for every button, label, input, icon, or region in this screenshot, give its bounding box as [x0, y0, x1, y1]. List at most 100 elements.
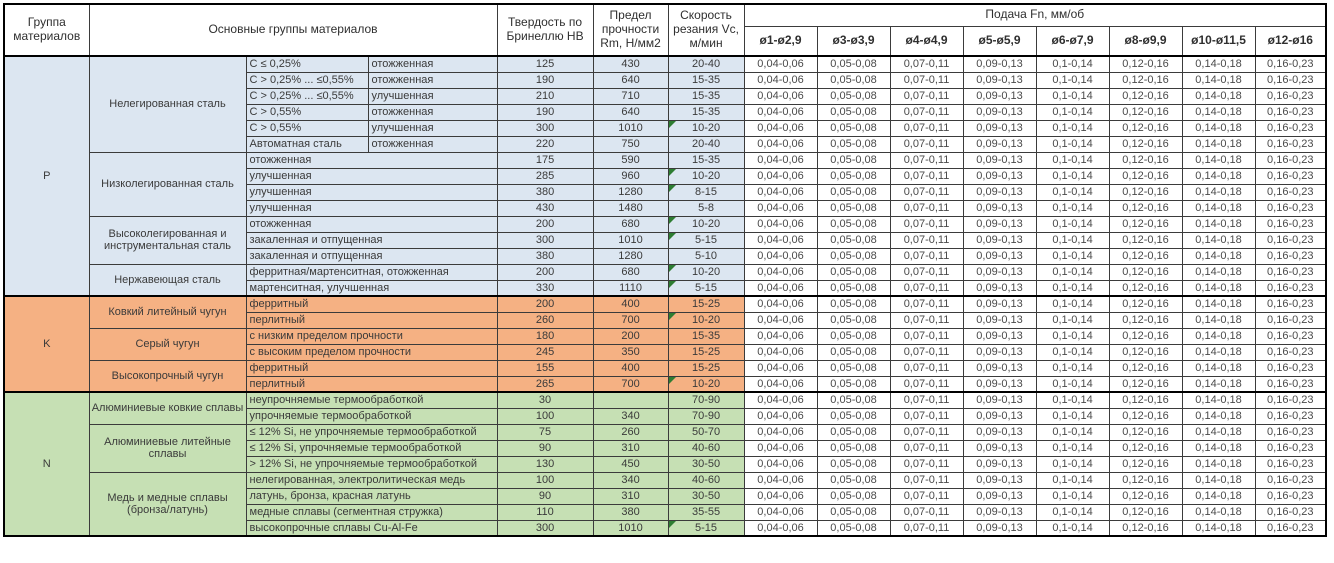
- hardness-cell[interactable]: 30: [496, 391, 594, 409]
- feed-cell[interactable]: 0,14-0,18: [1181, 215, 1256, 233]
- feed-cell[interactable]: 0,09-0,13: [962, 199, 1037, 217]
- feed-cell[interactable]: 0,07-0,11: [889, 343, 964, 361]
- feed-cell[interactable]: 0,05-0,08: [816, 519, 891, 537]
- feed-cell[interactable]: 0,07-0,11: [889, 503, 964, 521]
- feed-cell[interactable]: 0,14-0,18: [1181, 199, 1256, 217]
- feed-cell[interactable]: 0,04-0,06: [743, 295, 818, 313]
- hardness-cell[interactable]: 190: [496, 71, 594, 89]
- material-cell[interactable]: ферритная/мартенситная, отожженная: [245, 263, 498, 281]
- feed-cell[interactable]: 0,07-0,11: [889, 439, 964, 457]
- feed-cell[interactable]: 0,16-0,23: [1254, 183, 1327, 201]
- feed-cell[interactable]: 0,05-0,08: [816, 311, 891, 329]
- feed-cell[interactable]: 0,09-0,13: [962, 231, 1037, 249]
- feed-cell[interactable]: 0,12-0,16: [1108, 327, 1183, 345]
- feed-cell[interactable]: 0,16-0,23: [1254, 87, 1327, 105]
- feed-cell[interactable]: 0,07-0,11: [889, 199, 964, 217]
- speed-cell[interactable]: 15-35: [667, 71, 745, 89]
- feed-cell[interactable]: 0,07-0,11: [889, 247, 964, 265]
- feed-cell[interactable]: 0,07-0,11: [889, 423, 964, 441]
- strength-cell[interactable]: 680: [592, 215, 669, 233]
- feed-cell[interactable]: 0,05-0,08: [816, 103, 891, 121]
- feed-cell[interactable]: 0,09-0,13: [962, 247, 1037, 265]
- speed-cell[interactable]: 20-40: [667, 55, 745, 73]
- feed-cell[interactable]: 0,16-0,23: [1254, 519, 1327, 537]
- feed-cell[interactable]: 0,14-0,18: [1181, 135, 1256, 153]
- hardness-cell[interactable]: 300: [496, 119, 594, 137]
- feed-cell[interactable]: 0,16-0,23: [1254, 55, 1327, 73]
- strength-cell[interactable]: 1110: [592, 279, 669, 297]
- feed-cell[interactable]: 0,05-0,08: [816, 375, 891, 393]
- feed-cell[interactable]: 0,16-0,23: [1254, 391, 1327, 409]
- material-state-cell[interactable]: отожженная: [367, 135, 498, 153]
- strength-cell[interactable]: 640: [592, 71, 669, 89]
- speed-cell[interactable]: 10-20: [667, 375, 745, 393]
- strength-cell[interactable]: 1010: [592, 119, 669, 137]
- feed-cell[interactable]: 0,09-0,13: [962, 359, 1037, 377]
- material-cell[interactable]: латунь, бронза, красная латунь: [245, 487, 498, 505]
- feed-cell[interactable]: 0,14-0,18: [1181, 407, 1256, 425]
- material-cell[interactable]: закаленная и отпущенная: [245, 231, 498, 249]
- feed-cell[interactable]: 0,14-0,18: [1181, 87, 1256, 105]
- feed-cell[interactable]: 0,09-0,13: [962, 519, 1037, 537]
- feed-cell[interactable]: 0,14-0,18: [1181, 343, 1256, 361]
- feed-cell[interactable]: 0,16-0,23: [1254, 471, 1327, 489]
- feed-cell[interactable]: 0,1-0,14: [1035, 471, 1110, 489]
- speed-cell[interactable]: 5-10: [667, 247, 745, 265]
- feed-cell[interactable]: 0,04-0,06: [743, 71, 818, 89]
- feed-cell[interactable]: 0,04-0,06: [743, 119, 818, 137]
- hardness-cell[interactable]: 330: [496, 279, 594, 297]
- subgroup-cell[interactable]: Высокопрочный чугун: [88, 359, 247, 393]
- feed-cell[interactable]: 0,12-0,16: [1108, 103, 1183, 121]
- material-cell[interactable]: ≤ 12% Si, не упрочняемые термообработкой: [245, 423, 498, 441]
- feed-cell[interactable]: 0,07-0,11: [889, 103, 964, 121]
- feed-cell[interactable]: 0,04-0,06: [743, 247, 818, 265]
- speed-cell[interactable]: 30-50: [667, 487, 745, 505]
- hardness-cell[interactable]: 210: [496, 87, 594, 105]
- feed-cell[interactable]: 0,16-0,23: [1254, 135, 1327, 153]
- feed-cell[interactable]: 0,12-0,16: [1108, 359, 1183, 377]
- feed-cell[interactable]: 0,04-0,06: [743, 375, 818, 393]
- feed-cell[interactable]: 0,16-0,23: [1254, 439, 1327, 457]
- feed-cell[interactable]: 0,12-0,16: [1108, 135, 1183, 153]
- material-state-cell[interactable]: отожженная: [367, 55, 498, 73]
- feed-cell[interactable]: 0,1-0,14: [1035, 119, 1110, 137]
- feed-cell[interactable]: 0,12-0,16: [1108, 407, 1183, 425]
- hardness-cell[interactable]: 125: [496, 55, 594, 73]
- feed-cell[interactable]: 0,05-0,08: [816, 471, 891, 489]
- feed-cell[interactable]: 0,07-0,11: [889, 327, 964, 345]
- feed-cell[interactable]: 0,07-0,11: [889, 119, 964, 137]
- subgroup-cell[interactable]: Серый чугун: [88, 327, 247, 361]
- speed-cell[interactable]: 15-35: [667, 103, 745, 121]
- material-state-cell[interactable]: отожженная: [367, 103, 498, 121]
- feed-cell[interactable]: 0,14-0,18: [1181, 247, 1256, 265]
- material-cell[interactable]: ферритный: [245, 295, 498, 313]
- feed-cell[interactable]: 0,05-0,08: [816, 407, 891, 425]
- group-cell[interactable]: K: [3, 295, 90, 393]
- feed-cell[interactable]: 0,12-0,16: [1108, 183, 1183, 201]
- feed-cell[interactable]: 0,09-0,13: [962, 55, 1037, 73]
- header-cutting-speed-vc[interactable]: Скорость резания Vc, м/мин: [667, 3, 745, 57]
- strength-cell[interactable]: 310: [592, 439, 669, 457]
- feed-cell[interactable]: 0,14-0,18: [1181, 119, 1256, 137]
- feed-cell[interactable]: 0,09-0,13: [962, 471, 1037, 489]
- feed-cell[interactable]: 0,04-0,06: [743, 343, 818, 361]
- feed-cell[interactable]: 0,09-0,13: [962, 151, 1037, 169]
- feed-cell[interactable]: 0,05-0,08: [816, 199, 891, 217]
- feed-cell[interactable]: 0,14-0,18: [1181, 455, 1256, 473]
- strength-cell[interactable]: 340: [592, 471, 669, 489]
- feed-cell[interactable]: 0,05-0,08: [816, 503, 891, 521]
- material-cell[interactable]: > 12% Si, не упрочняемые термообработкой: [245, 455, 498, 473]
- hardness-cell[interactable]: 285: [496, 167, 594, 185]
- feed-cell[interactable]: 0,12-0,16: [1108, 55, 1183, 73]
- material-cell[interactable]: ферритный: [245, 359, 498, 377]
- speed-cell[interactable]: 50-70: [667, 423, 745, 441]
- feed-cell[interactable]: 0,04-0,06: [743, 503, 818, 521]
- feed-cell[interactable]: 0,14-0,18: [1181, 183, 1256, 201]
- feed-cell[interactable]: 0,1-0,14: [1035, 103, 1110, 121]
- feed-cell[interactable]: 0,16-0,23: [1254, 327, 1327, 345]
- strength-cell[interactable]: 260: [592, 423, 669, 441]
- header-feed-dia-8[interactable]: ø12-ø16: [1254, 25, 1327, 57]
- feed-cell[interactable]: 0,1-0,14: [1035, 439, 1110, 457]
- feed-cell[interactable]: 0,14-0,18: [1181, 311, 1256, 329]
- feed-cell[interactable]: 0,12-0,16: [1108, 471, 1183, 489]
